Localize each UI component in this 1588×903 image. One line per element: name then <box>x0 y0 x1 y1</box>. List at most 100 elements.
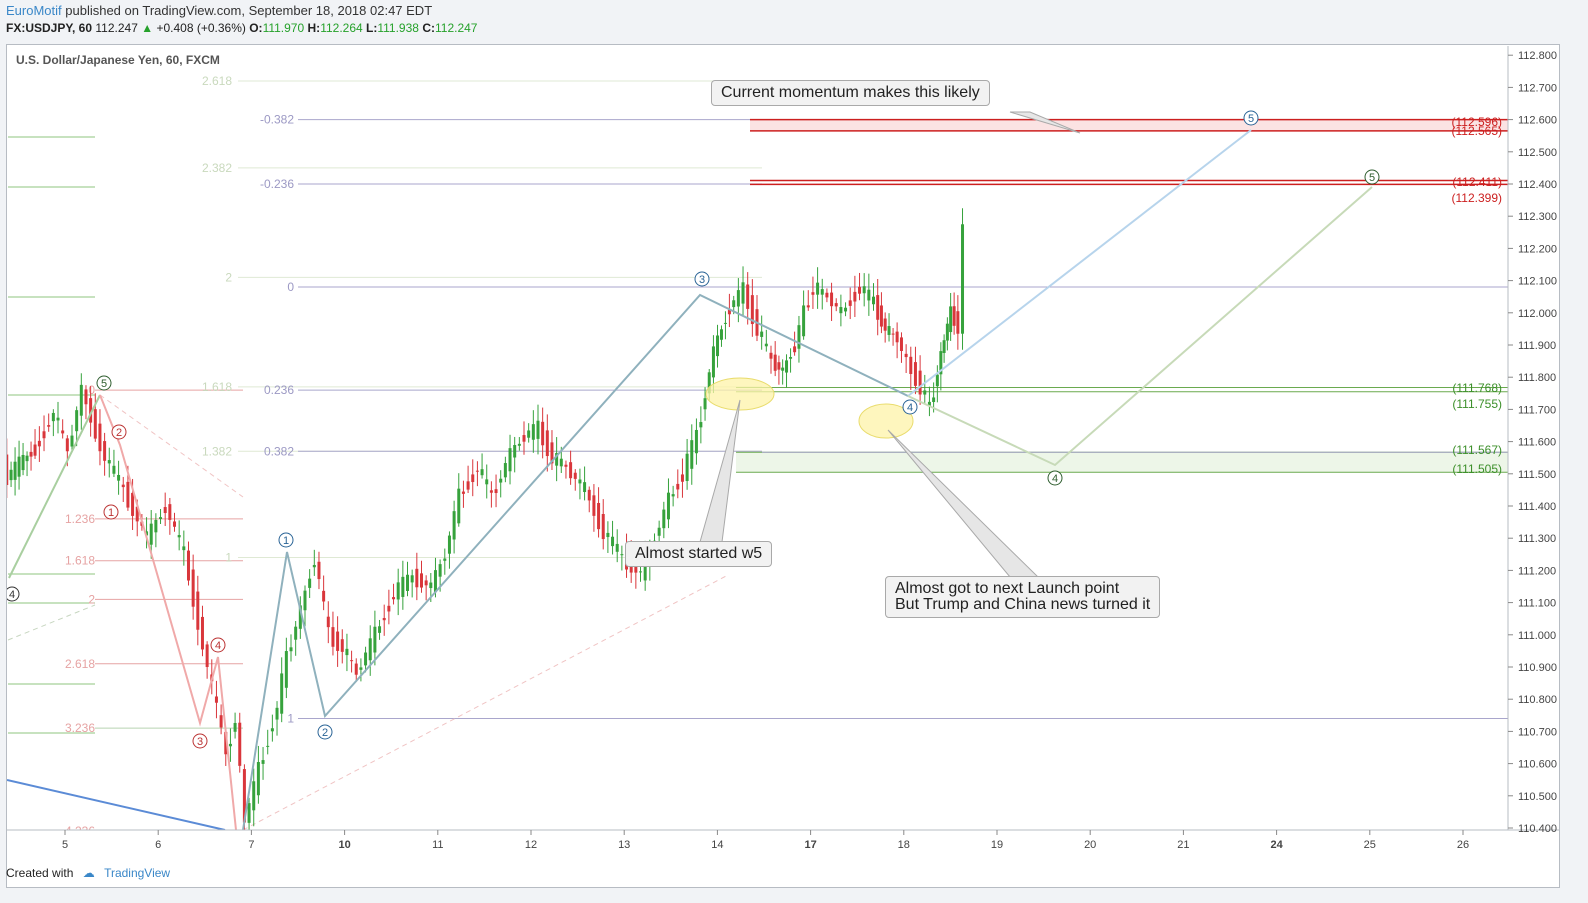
annotation-almost-w5[interactable]: Almost started w5 <box>625 541 773 567</box>
candle-body <box>214 696 218 703</box>
wave-label-circle <box>1047 470 1063 486</box>
wave-label-circle <box>103 504 119 520</box>
price-label: (112.565) <box>1452 124 1502 138</box>
candle-body <box>298 605 302 629</box>
candle-body <box>359 667 363 670</box>
x-tick-label: 14 <box>711 839 723 851</box>
author-link[interactable]: EuroMotif <box>6 3 62 18</box>
price-label: (112.596) <box>1452 115 1502 129</box>
candle-body <box>270 728 274 732</box>
candle-body <box>615 543 619 552</box>
y-tick-label: 111.000 <box>1518 630 1556 642</box>
candle-body <box>21 454 25 471</box>
candle-body <box>238 722 242 766</box>
candle-body <box>876 295 880 320</box>
candle-body <box>461 491 465 494</box>
candle-body <box>956 311 960 334</box>
candle-body <box>820 289 824 295</box>
symbol-label: FX:USDJPY, 60 <box>6 21 93 35</box>
wave-path-blue <box>242 293 909 830</box>
candle-body <box>559 458 563 467</box>
candle-body <box>578 479 582 484</box>
candle-body <box>793 346 797 353</box>
candle-body <box>707 372 711 394</box>
candle-body <box>904 353 908 358</box>
candle-body <box>75 410 79 432</box>
y-tick-label: 111.500 <box>1518 469 1556 481</box>
wave-label: 3 <box>197 736 203 748</box>
candle-body <box>112 465 116 474</box>
y-tick-label: 111.800 <box>1518 372 1556 384</box>
candle-body <box>769 352 773 359</box>
candle-body <box>480 469 484 476</box>
candle-body <box>13 461 17 480</box>
up-arrow-icon: ▲ <box>141 21 154 35</box>
candle-body <box>47 425 51 427</box>
candle-body <box>182 546 186 551</box>
wave-path-green <box>8 394 101 579</box>
candle-body <box>899 337 903 351</box>
x-tick-label: 7 <box>248 839 254 851</box>
candle-body <box>531 424 535 440</box>
candle-body <box>848 300 852 306</box>
x-tick-label: 17 <box>804 839 816 851</box>
candle-body <box>25 455 29 462</box>
candle-body <box>252 781 256 811</box>
annotation-launch-point[interactable]: Almost got to next Launch point But Trum… <box>885 576 1161 618</box>
fib-left-label: 2.618 <box>65 657 95 671</box>
candle-body <box>266 745 270 747</box>
price-label: (111.505) <box>1452 462 1502 476</box>
candle-body <box>163 507 167 514</box>
x-tick-label: 25 <box>1364 839 1376 851</box>
candle-body <box>475 470 479 472</box>
candle-body <box>671 494 675 497</box>
candle-body <box>785 360 789 373</box>
candle-body <box>98 423 102 452</box>
annotation-momentum[interactable]: Current momentum makes this likely <box>711 80 990 106</box>
candle-body <box>545 430 549 457</box>
candle-body <box>746 284 750 309</box>
y-tick-label: 111.900 <box>1518 340 1556 352</box>
candle-body <box>419 573 423 588</box>
candle-body <box>56 417 60 421</box>
created-with-text: Created with <box>6 866 74 880</box>
candle-body <box>322 590 326 602</box>
wave-label: 1 <box>283 535 289 547</box>
candle-body <box>639 571 643 573</box>
candle-body <box>308 578 312 588</box>
fib-left-label: 2 <box>88 592 95 606</box>
candle-body <box>406 574 410 591</box>
fib-left-label: 0 <box>88 383 95 397</box>
candle-body <box>797 325 801 349</box>
trend-dash <box>99 394 244 498</box>
x-tick-label: 20 <box>1084 839 1096 851</box>
price-change: +0.408 (+0.36%) <box>156 21 246 35</box>
x-tick-label: 18 <box>898 839 910 851</box>
tradingview-link[interactable]: TradingView <box>104 866 171 880</box>
candle-body <box>764 343 768 347</box>
plot-area: 0 1.236 1.618 2 2.618 3.236 4.236 2.618 2.382 2 1.… <box>7 74 1508 838</box>
candle-body <box>84 389 88 405</box>
candle-body <box>942 340 946 353</box>
y-tick-label: 110.400 <box>1518 823 1557 835</box>
candle-body <box>159 517 163 520</box>
price-label: (112.411) <box>1452 175 1502 189</box>
candle-body <box>131 492 135 516</box>
wave-path-red <box>99 394 237 830</box>
candle-body <box>536 420 540 439</box>
candle-body <box>690 440 694 469</box>
wave-label: 5 <box>1248 113 1254 125</box>
open-label: O: <box>249 21 263 35</box>
candle-body <box>853 291 857 302</box>
candle-body <box>517 443 521 446</box>
wave-label: 4 <box>907 402 913 414</box>
projection-green <box>907 186 1373 467</box>
candle-body <box>9 469 13 481</box>
ohlc-bar: FX:USDJPY, 60 112.247 ▲ +0.408 (+0.36%) … <box>6 21 477 35</box>
close-label: C: <box>422 21 435 35</box>
trend-dash <box>242 574 729 830</box>
callout-pointer <box>699 399 741 543</box>
candle-body <box>93 409 97 439</box>
fib-left-label: 4.236 <box>65 824 95 838</box>
